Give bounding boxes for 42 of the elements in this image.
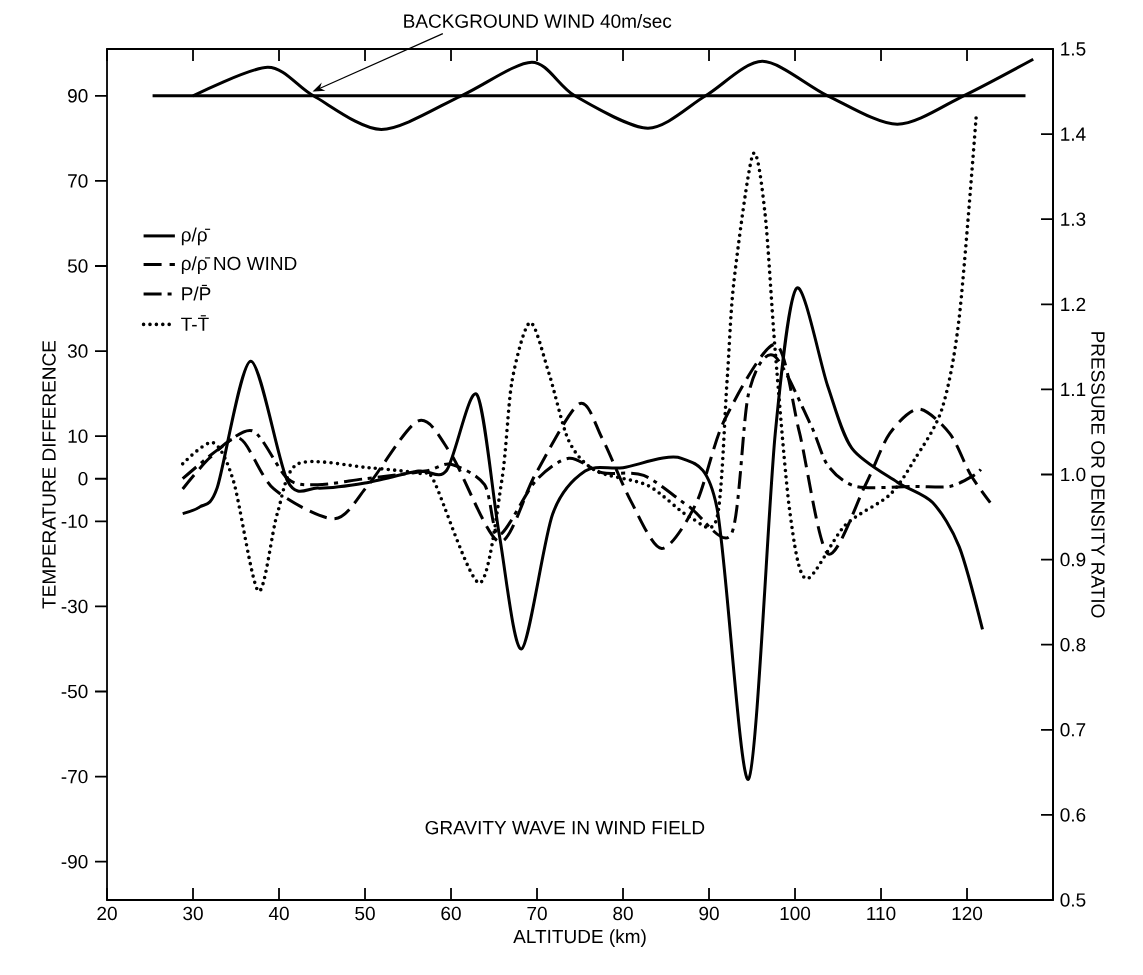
x-tick-label: 80 [613,906,633,921]
y2-tick-label: 0.8 [1060,637,1086,652]
y2-tick-label: 0.6 [1060,808,1086,822]
x-tick-label: 90 [699,906,719,921]
legend-label: ρ/ρ̄ [181,227,211,246]
y-tick-label: 0 [78,472,88,486]
y2-tick-label: 1.0 [1061,467,1086,482]
legend-label: ρ/ρ̄ NO WIND [181,256,297,274]
legend-label: T-T̄ [181,315,209,331]
y-tick-label: 30 [67,344,88,358]
y2-tick-label: 1.5 [1061,42,1086,56]
x-tick-label: 120 [952,906,983,921]
legend-label: P/P̄ [182,284,211,301]
y2-tick-label: 1.3 [1061,212,1086,226]
y-axis-title: TEMPERATURE DIFFERENCE [42,340,56,609]
x-tick-label: 70 [527,906,547,921]
y-tick-label: -90 [61,854,88,869]
annotation: BACKGROUND WIND 40m/sec [404,13,672,28]
y2-tick-label: 0.7 [1060,723,1086,737]
y-tick-label: -30 [61,599,88,614]
y-tick-label: 90 [68,89,88,103]
y-tick-label: 10 [68,429,88,443]
y2-tick-label: 0.5 [1060,893,1086,907]
y-tick-label: 70 [68,174,88,188]
x-tick-label: 100 [780,906,811,921]
x-tick-label: 30 [183,906,203,921]
x-tick-label: 110 [867,906,896,921]
x-tick-label: 50 [355,906,375,921]
x-axis-title: ALTITUDE (km) [513,929,646,947]
y2-axis-title: PRESSURE OR DENSITY RATIO [1091,332,1105,618]
x-tick-label: 60 [441,906,461,921]
y2-tick-label: 1.2 [1061,297,1086,311]
annotation: GRAVITY WAVE IN WIND FIELD [425,820,705,835]
y-tick-label: -50 [61,684,88,699]
y2-tick-label: 0.9 [1060,552,1086,567]
y2-tick-label: 1.4 [1061,127,1086,141]
y-tick-label: 50 [67,259,88,273]
y-tick-label: -70 [61,769,88,784]
x-tick-label: 20 [97,906,117,921]
y2-tick-label: 1.1 [1061,382,1086,396]
x-tick-label: 40 [268,906,289,921]
y-tick-label: -10 [61,514,88,529]
